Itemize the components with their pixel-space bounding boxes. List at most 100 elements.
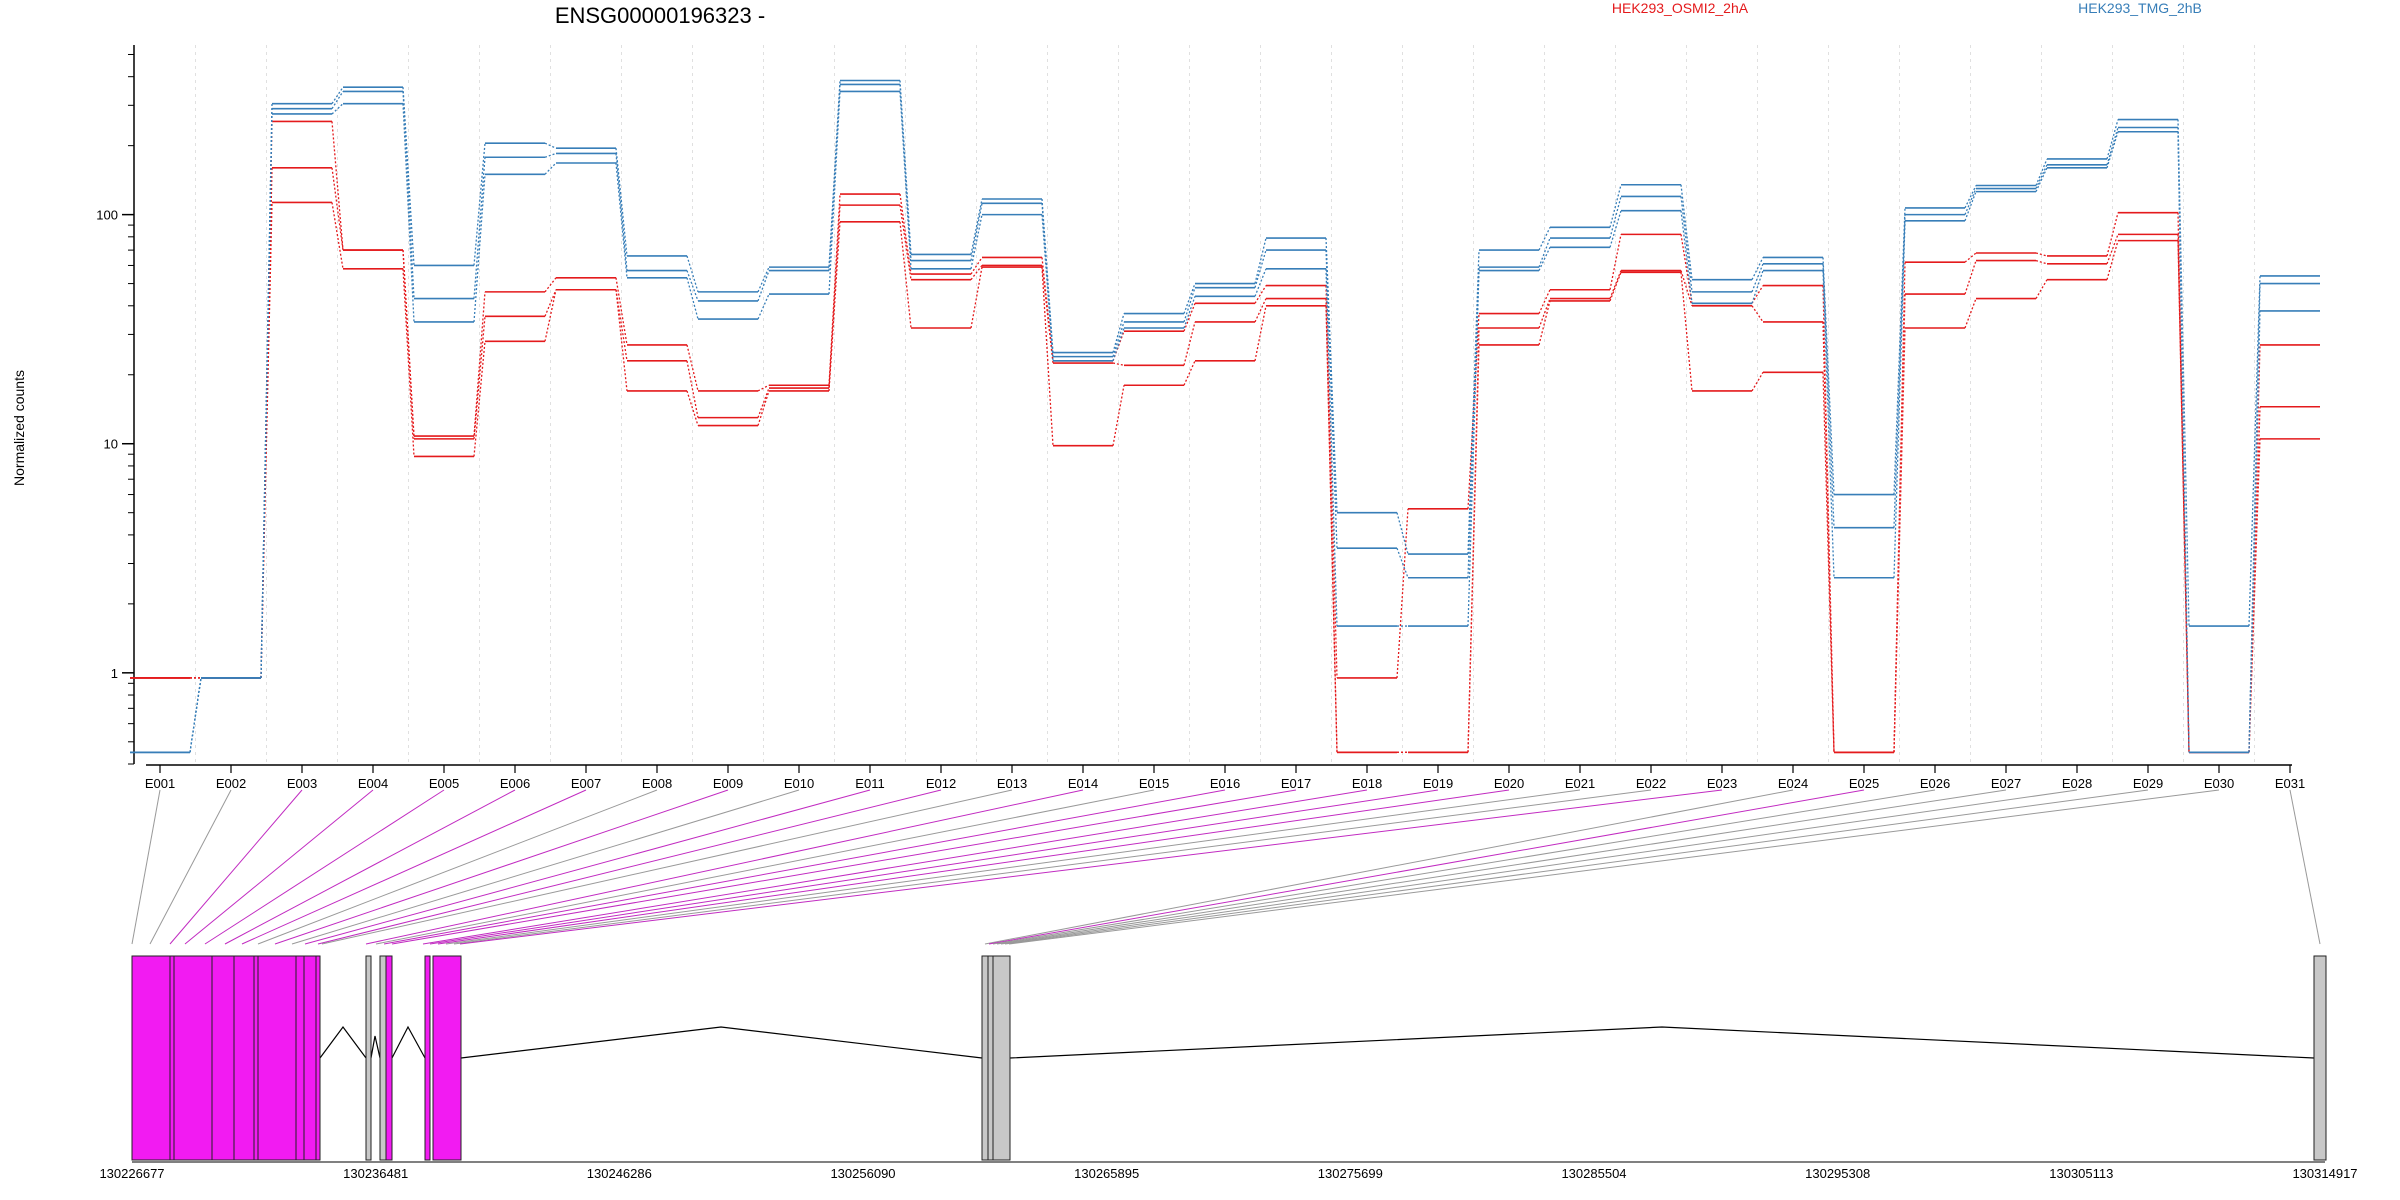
series-connector (1609, 234, 1622, 290)
series-connector (2106, 240, 2119, 280)
series-0 (130, 120, 2320, 754)
series-connector (2035, 252, 2048, 257)
exon-label: E004 (358, 776, 388, 791)
series-connector (1609, 270, 1622, 299)
exon-connector (224, 789, 516, 945)
exon-block (173, 955, 213, 1161)
series-connector (1538, 289, 1551, 314)
exon-label: E015 (1139, 776, 1169, 791)
series-connector (1751, 285, 1764, 304)
series-connector (757, 270, 770, 302)
series-connector (2035, 158, 2048, 186)
series-connector (1680, 184, 1693, 280)
series-connector (1964, 185, 1977, 209)
exon-block (253, 955, 259, 1161)
coordinate-label: 130275699 (1318, 1166, 1383, 1181)
series-connector (1751, 270, 1764, 304)
coordinate-axis: 130226677 130236481 130246286 130256090 1302… (99, 1161, 2358, 1181)
series-connector (1183, 296, 1196, 329)
exon-block (992, 955, 1011, 1161)
exon-connector (2289, 789, 2321, 945)
exon-label: E014 (1068, 776, 1098, 791)
series-connector (1112, 313, 1125, 353)
exon-label: E020 (1494, 776, 1524, 791)
legend-entry-tmg: HEK293_TMG_2hB (2078, 0, 2202, 16)
series-connector (615, 162, 628, 278)
series-connector (1183, 360, 1196, 386)
series-connector (1396, 508, 1409, 678)
exon-connector (131, 789, 161, 945)
series-connector (899, 193, 912, 275)
y-axis-label: Normalized counts (11, 370, 27, 486)
exon-label: E011 (855, 776, 884, 791)
series-connector (1325, 250, 1338, 549)
series-connector (1112, 362, 1125, 366)
series-connector (1325, 268, 1338, 627)
series-connector (1396, 512, 1409, 555)
exon-connector (445, 789, 1581, 945)
exon-label: E019 (1423, 776, 1453, 791)
series-connector (1893, 220, 1906, 578)
exon-block (131, 955, 171, 1161)
series-connector (1680, 210, 1693, 304)
series-connector (1396, 547, 1409, 578)
y-tick-label: 1 (111, 666, 118, 681)
series-connector (473, 341, 486, 457)
exon-block (303, 955, 317, 1161)
exon-label: E003 (287, 776, 317, 791)
series-connector (1183, 283, 1196, 314)
series-connector (828, 205, 841, 389)
series-connector (1751, 305, 1764, 323)
exon-connector (996, 789, 2007, 945)
series-connector (2035, 167, 2048, 192)
exon-label: E016 (1210, 776, 1240, 791)
exon-connector (992, 789, 1936, 945)
coordinate-label: 130285504 (1561, 1166, 1626, 1181)
exon-connector (204, 789, 445, 945)
exon-connector (375, 789, 1155, 945)
series-connector (2248, 310, 2261, 753)
series-connector (1893, 214, 1906, 528)
exon-label: E021 (1565, 776, 1595, 791)
exon-block (295, 955, 305, 1161)
series-connector (1538, 298, 1551, 329)
series-connector (1325, 305, 1338, 753)
exon-label: E009 (713, 776, 743, 791)
y-tick-label: 10 (104, 437, 118, 452)
exon-connector (241, 789, 587, 945)
series-connector (1609, 196, 1622, 239)
series-2 (130, 201, 2320, 754)
series-connector (1822, 257, 1835, 495)
intron (460, 1026, 983, 1059)
series-connector (1041, 265, 1054, 364)
series-connector (402, 91, 415, 299)
series-connector (1112, 385, 1125, 446)
series-connector (899, 205, 912, 280)
gene-model (131, 955, 2327, 1161)
series-connector (1112, 327, 1125, 362)
series-connector (828, 91, 841, 295)
series-connector (1254, 298, 1267, 323)
series-connector (1680, 270, 1693, 306)
exon-label: E025 (1849, 776, 1879, 791)
plot-series (130, 79, 2320, 754)
exon-label: E006 (500, 776, 530, 791)
series-connector (473, 291, 486, 437)
exon-label: E027 (1991, 776, 2021, 791)
exon-label: E002 (216, 776, 246, 791)
series-connector (544, 289, 557, 342)
series-connector (615, 277, 628, 346)
exon-connector (257, 789, 658, 945)
series-connector (402, 268, 415, 457)
exon-block (424, 955, 431, 1161)
series-connector (1254, 305, 1267, 361)
exon-block (233, 955, 255, 1161)
exon-block (987, 955, 994, 1161)
series-connector (757, 293, 770, 320)
exon-label: E001 (145, 776, 175, 791)
series-connector (544, 162, 557, 175)
y-axis: 1 10 100 (96, 45, 135, 765)
exon-connector (391, 789, 1297, 945)
series-connector (473, 316, 486, 439)
series-5 (130, 90, 2320, 754)
